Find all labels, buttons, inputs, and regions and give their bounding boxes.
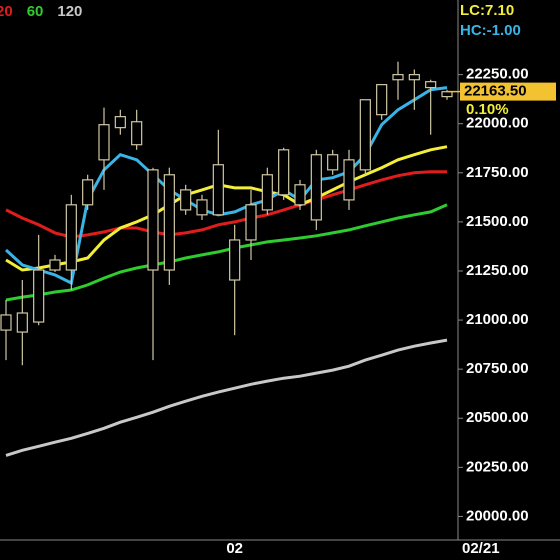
lc-label: LC:7.10	[460, 2, 514, 19]
candle-body	[131, 121, 143, 146]
ma-line	[5, 338, 448, 457]
candle-body	[359, 99, 371, 171]
change-label: 0.10%	[466, 101, 509, 118]
legend-entry: 60	[27, 3, 44, 20]
x-tick-label: 02	[226, 540, 243, 557]
candle-body	[196, 199, 208, 216]
y-tick-label: 21750.00	[466, 164, 529, 181]
ma-line	[5, 145, 448, 272]
last-price-box	[460, 82, 556, 101]
candle-body	[163, 174, 175, 271]
candle-body	[294, 184, 306, 206]
y-tick-label: 20250.00	[466, 458, 529, 475]
y-tick-label: 22000.00	[466, 115, 529, 132]
candle-body	[343, 159, 355, 201]
candle-body	[376, 84, 388, 116]
y-tick-label: 21500.00	[466, 213, 529, 230]
candle-body	[114, 116, 126, 129]
candle-body	[229, 239, 241, 281]
candle-body	[180, 189, 192, 211]
y-tick-label: 20000.00	[466, 507, 529, 524]
candle-body	[327, 154, 339, 171]
candle-body	[82, 179, 94, 206]
y-tick-label: 21000.00	[466, 311, 529, 328]
ma-line	[4, 86, 448, 286]
candle-body	[65, 204, 77, 271]
candle-body	[212, 164, 224, 216]
y-tick-label: 20500.00	[466, 409, 529, 426]
candle-body	[33, 269, 45, 323]
candle-body	[245, 204, 257, 241]
candle-body	[278, 149, 290, 196]
y-tick-label: 20750.00	[466, 360, 529, 377]
y-tick-label: 22250.00	[466, 66, 529, 83]
candle-body	[16, 312, 28, 333]
y-tick-label: 21250.00	[466, 262, 529, 279]
hc-label: HC:-1.00	[460, 22, 521, 39]
candle-body	[49, 259, 61, 271]
last-date: 02/21	[462, 540, 500, 557]
candle-body	[425, 81, 437, 89]
candle-body	[0, 314, 12, 331]
candle-body	[147, 169, 159, 271]
legend-entry: 20	[0, 3, 13, 20]
ma-line	[5, 203, 448, 302]
candle-body	[392, 74, 404, 81]
candle-body	[98, 124, 110, 161]
candle-body	[310, 154, 322, 221]
candle-body	[441, 91, 453, 98]
candle-body	[408, 74, 420, 81]
last-price-label: 22163.50	[464, 83, 527, 100]
legend-entry: 120	[57, 3, 82, 20]
candle-body	[261, 174, 273, 211]
